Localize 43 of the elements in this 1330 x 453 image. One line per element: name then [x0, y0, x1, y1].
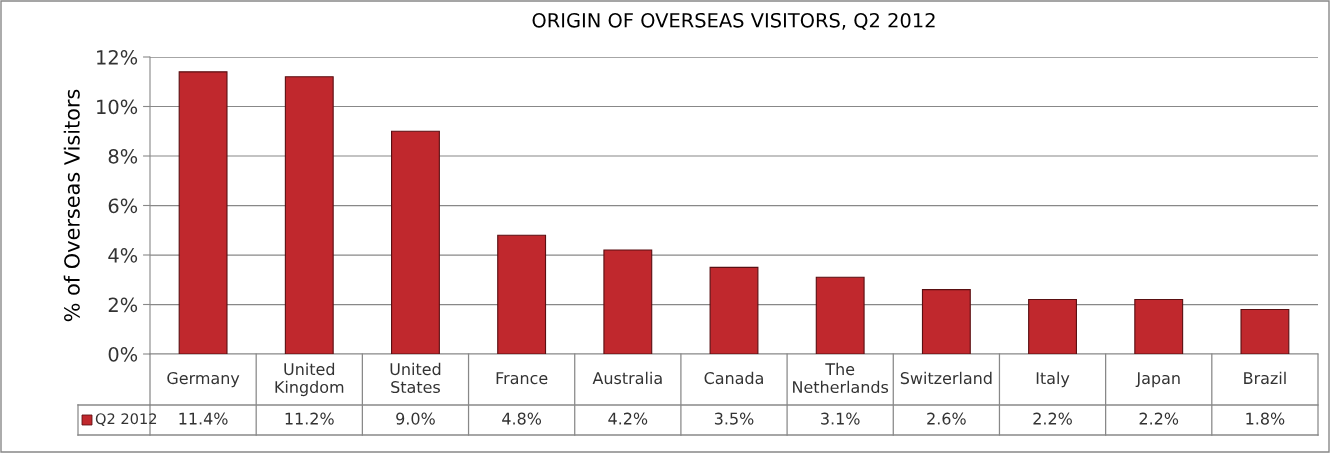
data-label: 11.2%	[285, 412, 334, 425]
bar	[921, 289, 971, 354]
bar	[178, 71, 228, 354]
y-tick-label: 12%	[97, 49, 138, 65]
data-label: 2.6%	[927, 412, 966, 425]
x-tick-label: Switzerland	[900, 371, 992, 385]
data-label: 11.4%	[179, 412, 228, 425]
x-tick-label: Canada	[704, 371, 763, 385]
data-label: 2.2%	[1139, 412, 1179, 425]
y-tick-label: 10%	[97, 99, 138, 115]
y-tick-label: 4%	[108, 247, 138, 263]
bar	[709, 266, 759, 354]
data-label: 3.5%	[714, 412, 754, 425]
y-tick-label: 6%	[108, 198, 138, 214]
x-tick-label: France	[496, 372, 548, 385]
x-tick-label: Germany	[167, 372, 240, 388]
x-tick-label: United States	[390, 362, 441, 394]
bar	[815, 276, 865, 354]
bar	[603, 249, 653, 354]
y-axis-title: % of Overseas Visitors	[63, 89, 80, 322]
y-tick-label: 0%	[108, 346, 138, 362]
bar	[1240, 308, 1290, 354]
data-label: 4.8%	[502, 412, 542, 425]
bar	[1134, 298, 1184, 354]
x-tick-label: The Netherlands	[793, 362, 889, 394]
chart-title: ORIGIN OF OVERSEAS VISITORS, Q2 2012	[532, 12, 935, 30]
legend-label: Q2 2012	[95, 413, 157, 426]
data-label: 2.2%	[1033, 412, 1072, 425]
data-label: 9.0%	[396, 412, 435, 425]
x-tick-label: Australia	[592, 371, 662, 385]
bar	[391, 130, 440, 354]
data-label: 3.1%	[821, 412, 860, 425]
y-tick-label: 8%	[108, 148, 138, 164]
data-label: 4.2%	[608, 412, 648, 425]
bar	[1028, 298, 1077, 354]
bar	[284, 76, 334, 354]
bar	[497, 234, 547, 354]
x-tick-label: Japan	[1135, 372, 1180, 388]
x-tick-label: Brazil	[1244, 371, 1286, 385]
y-tick-label: 2%	[108, 297, 138, 313]
x-tick-label: United Kingdom	[275, 362, 344, 397]
x-tick-label: Italy	[1036, 371, 1070, 388]
data-label: 1.8%	[1246, 412, 1285, 425]
